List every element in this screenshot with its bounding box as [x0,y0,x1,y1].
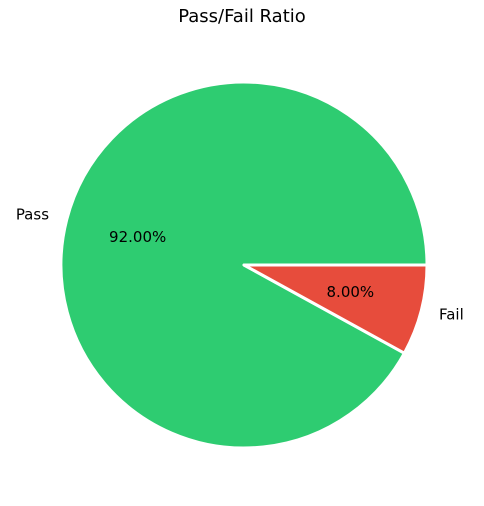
pie-slice-fail [242,263,429,355]
pct-label-pass: 92.00% [109,228,166,246]
slice-label-fail: Fail [439,306,464,324]
pie-labels: Pass 92.00% Fail 8.00% [16,205,464,323]
pie-slices [59,80,429,450]
pct-label-fail: 8.00% [327,283,375,301]
chart-title: Pass/Fail Ratio [178,6,306,27]
slice-label-pass: Pass [16,205,49,223]
